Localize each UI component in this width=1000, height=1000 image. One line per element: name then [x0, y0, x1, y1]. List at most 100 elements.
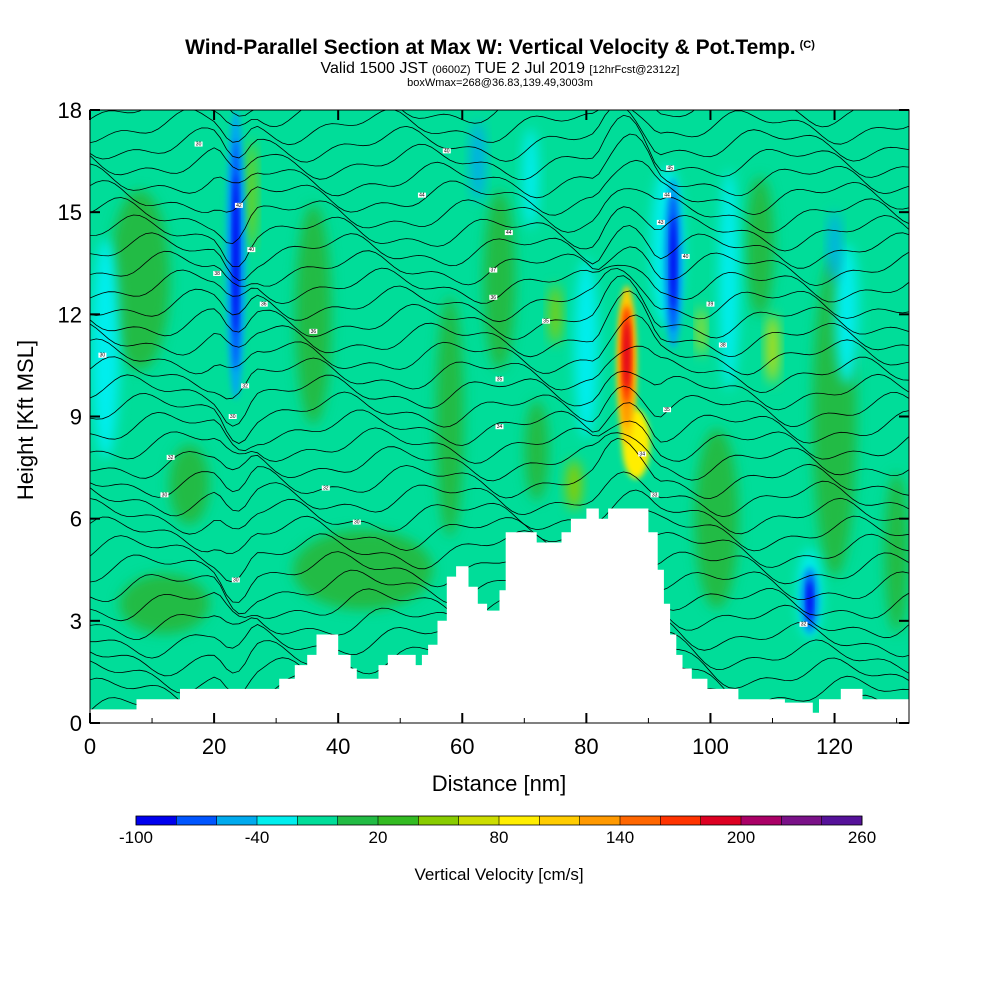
colorbar-swatch-6 — [378, 816, 419, 825]
velocity-region — [884, 472, 909, 633]
colorbar-label-4: 140 — [606, 828, 634, 847]
theta-contour-28 — [90, 188, 909, 245]
theta-label-bg-25 — [681, 253, 690, 259]
y-tick-label-6: 18 — [58, 98, 82, 123]
x-tick-label-0: 0 — [84, 734, 96, 759]
theta-label-13: 35 — [497, 377, 503, 383]
theta-contour-19 — [90, 345, 909, 400]
colorbar-swatch-5 — [337, 816, 379, 825]
colorbar-swatch-16 — [781, 816, 822, 825]
theta-label-8: 36 — [261, 302, 267, 308]
theta-contour-14 — [90, 432, 909, 482]
theta-contour-35 — [229, 110, 255, 117]
colorbar-swatch-3 — [257, 816, 298, 825]
colorbar-swatch-12 — [620, 816, 661, 825]
x-axis-label: Distance [nm] — [432, 771, 567, 796]
y-tick-label-2: 6 — [70, 507, 82, 532]
theta-contour-24 — [90, 264, 909, 305]
theta-label-16: 34 — [497, 424, 503, 430]
x-tick-label-1: 20 — [202, 734, 226, 759]
theta-label-3: 42 — [236, 203, 242, 209]
colorbar-swatch-9 — [499, 816, 540, 825]
theta-label-bg-8 — [259, 301, 268, 307]
theta-label-0: 30 — [196, 142, 202, 148]
velocity-region — [549, 284, 562, 345]
x-tick-label-6: 120 — [816, 734, 853, 759]
theta-label-bg-7 — [489, 267, 498, 273]
y-tick-label-1: 3 — [70, 609, 82, 634]
vertical-velocity-field: 30 40 44 42 44 40 38 37 36 36 36 35 30 35 32 30 34 32 30 32… — [90, 110, 909, 723]
theta-contour-11 — [90, 489, 909, 535]
colorbar-swatch-11 — [579, 816, 621, 825]
theta-label-bg-21 — [231, 577, 240, 583]
theta-label-bg-0 — [194, 141, 203, 147]
theta-label-25: 40 — [683, 254, 689, 260]
theta-label-30: 33 — [652, 492, 658, 498]
theta-label-bg-23 — [663, 192, 672, 198]
theta-label-bg-22 — [666, 165, 675, 171]
theta-label-bg-24 — [656, 219, 665, 225]
theta-label-bg-6 — [213, 270, 222, 276]
y-tick-label-5: 15 — [58, 200, 82, 225]
colorbar-label-1: -40 — [245, 828, 270, 847]
theta-label-11: 35 — [543, 319, 549, 325]
chart-subtitle: Valid 1500 JST (0600Z) TUE 2 Jul 2019 [1… — [320, 60, 680, 77]
theta-contour-32 — [90, 110, 909, 163]
velocity-region — [766, 313, 779, 384]
theta-label-23: 44 — [664, 193, 670, 199]
theta-contour-23 — [90, 268, 909, 323]
theta-contour-21 — [90, 290, 909, 358]
colorbar-swatch-14 — [700, 816, 742, 825]
theta-contour-25 — [90, 246, 909, 287]
theta-label-bg-31 — [799, 621, 808, 627]
terrain-mask — [90, 508, 909, 723]
theta-label-21: 30 — [233, 577, 239, 583]
updraft-core — [623, 321, 630, 390]
theta-contour-22 — [90, 275, 909, 340]
colorbar-label-6: 260 — [848, 828, 876, 847]
colorbar-title: Vertical Velocity [cm/s] — [414, 865, 583, 884]
velocity-region — [246, 140, 257, 251]
theta-label-7: 37 — [491, 268, 497, 274]
theta-contour-31 — [90, 114, 909, 181]
theta-label-bg-12 — [98, 352, 107, 358]
velocity-region — [828, 211, 841, 282]
velocity-region — [746, 176, 775, 317]
theta-label-2: 44 — [419, 193, 425, 199]
theta-contour-13 — [90, 437, 909, 499]
downdraft-max-0 — [233, 175, 239, 335]
theta-label-28: 35 — [664, 407, 670, 413]
theta-label-9: 36 — [491, 295, 497, 301]
colorbar-swatch-17 — [821, 816, 863, 825]
y-tick-label-3: 9 — [70, 405, 82, 430]
theta-label-bg-26 — [706, 301, 715, 307]
velocity-region — [119, 573, 210, 634]
theta-label-bg-20 — [352, 519, 361, 525]
theta-label-bg-11 — [542, 318, 551, 324]
theta-contour-7 — [90, 553, 909, 615]
theta-label-27: 38 — [720, 342, 726, 348]
theta-label-bg-1 — [442, 148, 451, 154]
theta-contour-27 — [90, 206, 909, 267]
theta-label-bg-27 — [718, 342, 727, 348]
theta-contour-8 — [90, 542, 909, 603]
y-tick-label-4: 12 — [58, 302, 82, 327]
velocity-region — [470, 121, 485, 202]
theta-label-14: 32 — [242, 383, 248, 389]
velocity-region — [834, 244, 859, 385]
theta-label-24: 43 — [658, 220, 664, 226]
colorbar-label-5: 200 — [727, 828, 755, 847]
velocity-region — [565, 459, 582, 510]
theta-label-20: 30 — [354, 520, 360, 526]
theta-contour-9 — [90, 530, 909, 583]
theta-label-bg-19 — [321, 485, 330, 491]
y-tick-label-0: 0 — [70, 711, 82, 736]
theta-contour-15 — [90, 420, 909, 464]
velocity-region — [574, 258, 599, 439]
chart-box-info: boxWmax=268@36.83,139.49,3003m — [407, 77, 593, 89]
theta-label-bg-14 — [241, 383, 250, 389]
theta-label-bg-18 — [160, 492, 169, 498]
theta-label-5: 40 — [249, 247, 255, 253]
theta-label-bg-10 — [309, 328, 318, 334]
